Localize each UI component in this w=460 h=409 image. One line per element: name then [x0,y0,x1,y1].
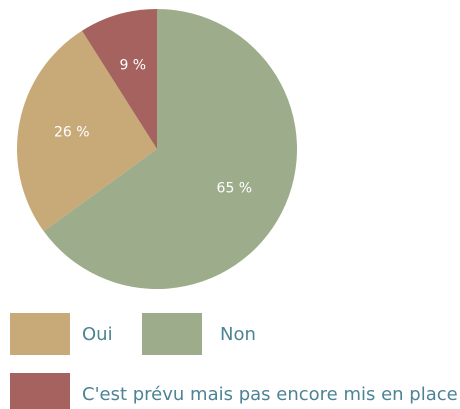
pie-slice [43,9,297,289]
slice-label: 26 % [54,125,90,141]
pie-slice [81,9,157,149]
legend-swatch [142,313,202,355]
legend-label: C'est prévu mais pas encore mis en place [82,384,458,405]
legend-label: Non [220,324,256,345]
legend-swatch [10,373,70,409]
slice-label: 9 % [119,58,146,74]
legend-label: Oui [82,324,113,345]
pie-slice [17,30,157,232]
legend-swatch [10,313,70,355]
slice-label: 65 % [217,180,253,196]
